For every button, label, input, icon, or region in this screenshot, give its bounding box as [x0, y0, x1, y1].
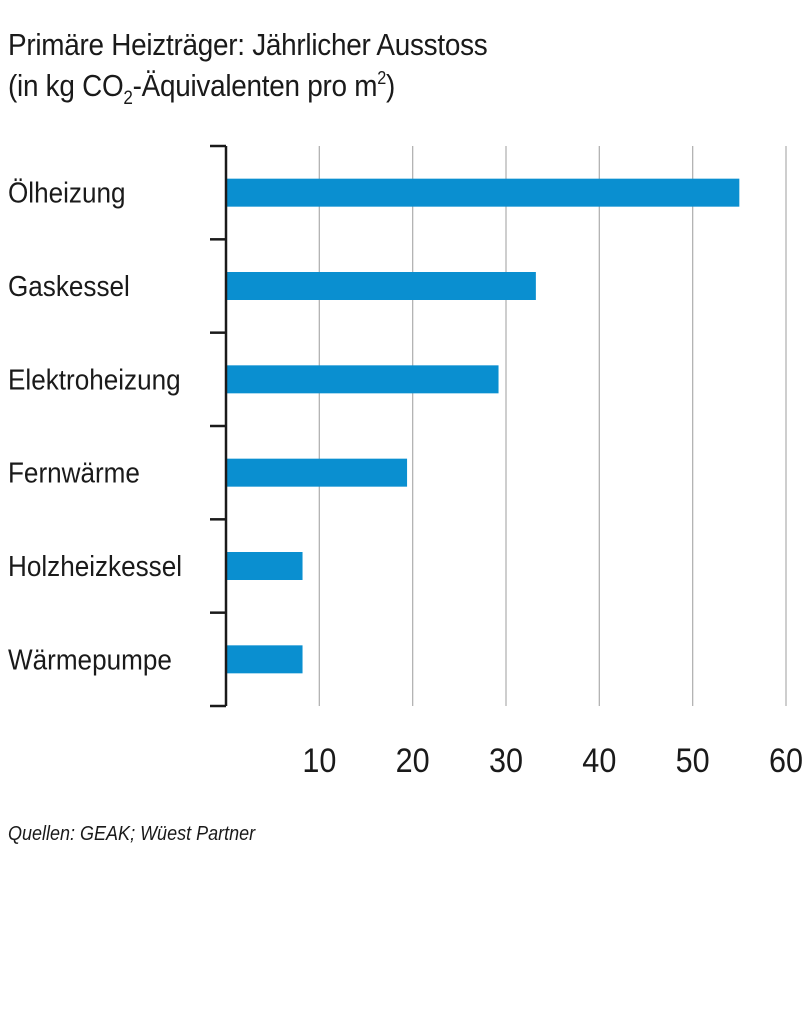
bar-4: [226, 552, 303, 580]
category-label-3: Fernwärme: [8, 456, 140, 489]
bar-3: [226, 458, 408, 487]
x-tick-label-2: 30: [489, 742, 523, 780]
bar-5: [226, 645, 303, 674]
category-label-5: Wärmepumpe: [8, 643, 172, 676]
bar-0: [226, 178, 740, 207]
x-tick-label-1: 20: [396, 742, 430, 780]
title-line-2-part-a: (in kg CO: [8, 68, 124, 103]
category-label-1: Gaskessel: [8, 270, 130, 303]
x-tick-label-4: 50: [676, 742, 710, 780]
title-line-2-part-c: ): [385, 68, 395, 103]
source-note: Quellen: GEAK; Wüest Partner: [8, 823, 256, 845]
x-tick-label-3: 40: [582, 742, 616, 780]
category-label-4: Holzheizkessel: [8, 550, 182, 583]
chart-title: Primäre Heizträger: Jährlicher Ausstoss …: [8, 24, 488, 109]
category-label-0: Ölheizung: [8, 176, 125, 209]
title-line-2-part-b: -Äquivalenten pro m: [132, 68, 378, 103]
x-tick-label-0: 10: [302, 742, 336, 780]
title-line-1: Primäre Heizträger: Jährlicher Ausstoss: [8, 27, 488, 62]
bar-2: [226, 365, 499, 394]
title-subscript: 2: [123, 88, 133, 109]
title-line-2: (in kg CO2-Äquivalenten pro m2): [8, 65, 487, 109]
bar-1: [226, 272, 536, 300]
x-tick-label-5: 60: [769, 742, 803, 780]
category-label-2: Elektroheizung: [8, 363, 181, 396]
bar-chart: Ölheizung Gaskessel Elektroheizung Fernwärm…: [8, 144, 803, 780]
title-superscript: 2: [377, 68, 386, 88]
